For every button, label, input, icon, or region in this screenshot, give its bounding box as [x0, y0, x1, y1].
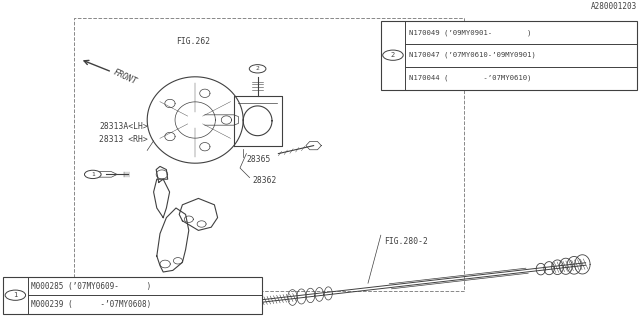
Bar [3, 277, 262, 314]
Text: 28313 <RH>: 28313 <RH> [99, 135, 148, 144]
Text: M000285 (’07MY0609-      ): M000285 (’07MY0609- ) [31, 282, 152, 291]
Text: N170049 (’09MY0901-        ): N170049 (’09MY0901- ) [409, 29, 531, 36]
Text: A280001203: A280001203 [591, 2, 637, 11]
Bar [381, 21, 637, 90]
Circle shape [249, 65, 266, 73]
Text: 1: 1 [91, 172, 95, 177]
Text: N170044 (        -’07MY0610): N170044 ( -’07MY0610) [409, 75, 531, 81]
Text: FRONT: FRONT [112, 68, 138, 86]
Text: M000239 (      -’07MY0608): M000239 ( -’07MY0608) [31, 300, 152, 309]
Text: 1: 1 [13, 292, 17, 298]
Circle shape [84, 170, 101, 179]
Text: 2: 2 [391, 52, 395, 58]
Text: 28313A<LH>: 28313A<LH> [99, 122, 148, 131]
Text: FIG.280-2: FIG.280-2 [384, 237, 428, 246]
Text: FIG.262: FIG.262 [176, 37, 210, 46]
Text: 28365: 28365 [246, 156, 271, 164]
Text: 28362: 28362 [253, 176, 277, 185]
Circle shape [383, 50, 403, 60]
Circle shape [5, 290, 26, 300]
Text: 2: 2 [256, 66, 259, 71]
Text: N170047 (’07MY0610-’09MY0901): N170047 (’07MY0610-’09MY0901) [409, 52, 536, 59]
